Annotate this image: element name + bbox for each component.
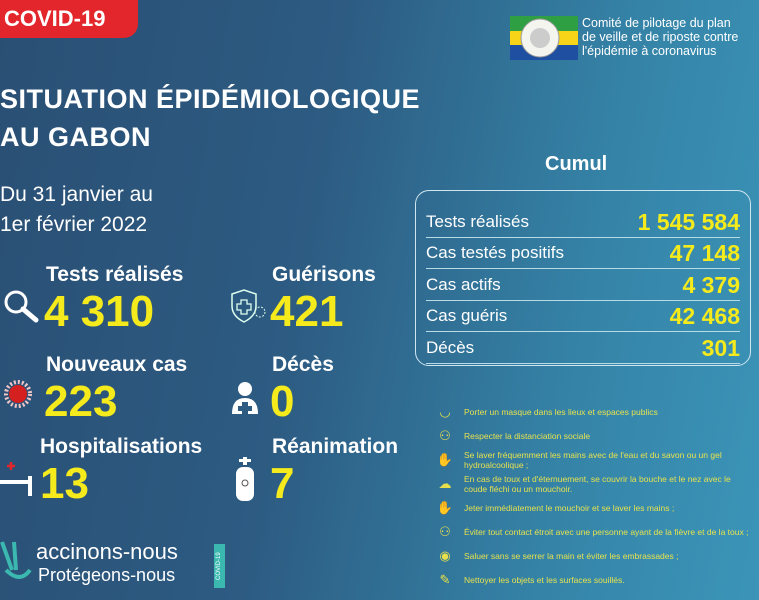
list-item: ◡ Porter un masque dans les lieux et espa… <box>436 400 756 424</box>
slogan-line2: Protégeons-nous <box>38 565 176 585</box>
hospital-bed-icon <box>0 462 32 496</box>
date-line: Du 31 janvier au <box>0 183 153 206</box>
table-row: Cas guéris 42 468 <box>426 301 740 332</box>
committee-line: l'épidémie à coronavirus <box>582 44 717 58</box>
tip-text: En cas de toux et d'éternuement, se couv… <box>464 474 731 494</box>
date-range: Du 31 janvier au 1er février 2022 <box>0 180 153 240</box>
row-value: 47 148 <box>669 239 740 266</box>
handwash-icon: ✋ <box>436 500 454 515</box>
distance-icon: ⚇ <box>439 524 451 539</box>
stat-label-deaths: Décès <box>272 353 334 376</box>
row-label: Décès <box>426 338 475 357</box>
victory-hand-icon <box>0 541 32 579</box>
title-line: SITUATION ÉPIDÉMIOLOGIQUE <box>0 84 421 114</box>
stat-value-new-cases: 223 <box>44 377 118 426</box>
tip-text: Porter un masque dans les lieux et espac… <box>464 407 658 417</box>
table-row: Tests réalisés 1 545 584 <box>426 207 740 238</box>
virus-icon <box>4 380 32 408</box>
stat-value-recoveries: 421 <box>270 287 344 336</box>
tip-text: Jeter immédiatement le mouchoir et se la… <box>464 503 675 513</box>
list-item: ◉ Saluer sans se serrer la main et éviter… <box>436 544 756 568</box>
tip-text: Nettoyer les objets et les surfaces soui… <box>464 575 625 585</box>
cough-icon: ☁ <box>438 476 452 491</box>
page-title: SITUATION ÉPIDÉMIOLOGIQUE AU GABON <box>0 80 420 156</box>
row-value: 42 468 <box>669 302 740 329</box>
slogan-line1: accinons-nous <box>36 539 178 564</box>
stat-value-tests: 4 310 <box>44 287 155 336</box>
row-label: Tests réalisés <box>426 212 529 231</box>
stat-label-hospitalisations: Hospitalisations <box>40 435 203 458</box>
stat-value-deaths: 0 <box>270 377 295 426</box>
greeting-icon: ◉ <box>439 548 451 563</box>
prevention-tips: ◡ Porter un masque dans les lieux et espa… <box>436 400 756 592</box>
list-item: ✋ Jeter immédiatement le mouchoir et se l… <box>436 496 756 520</box>
stat-value-icu: 7 <box>270 459 295 508</box>
stat-label-new-cases: Nouveaux cas <box>46 353 188 376</box>
gabon-flag-logo <box>510 16 578 60</box>
tip-text: Se laver fréquemment les mains avec de l… <box>464 450 722 470</box>
row-value: 301 <box>701 334 740 361</box>
committee-line: de veille et de riposte contre <box>582 30 739 44</box>
cumul-table: Tests réalisés 1 545 584 Cas testés posit… <box>415 190 751 366</box>
stat-label-recoveries: Guérisons <box>272 263 376 286</box>
table-row: Décès 301 <box>426 333 740 364</box>
table-row: Cas actifs 4 379 <box>426 270 740 301</box>
handwash-icon: ✋ <box>436 452 454 467</box>
covid-tag: COVID-19 <box>214 544 225 588</box>
list-item: ✋ Se laver fréquemment les mains avec de … <box>436 448 756 472</box>
list-item: ⚇ Éviter tout contact étroit avec une per… <box>436 520 756 544</box>
mask-icon: ◡ <box>439 404 451 419</box>
shield-cross-icon <box>231 289 266 323</box>
date-line: 1er février 2022 <box>0 213 148 236</box>
stat-label-tests: Tests réalisés <box>46 263 184 286</box>
tip-text: Respecter la distanciation sociale <box>464 431 591 441</box>
committee-name: Comité de pilotage du plan de veille et … <box>582 16 738 58</box>
row-label: Cas guéris <box>426 306 508 325</box>
cumul-title: Cumul <box>545 153 608 175</box>
table-row: Cas testés positifs 47 148 <box>426 238 740 269</box>
list-item: ✎ Nettoyer les objets et les surfaces sou… <box>436 568 756 592</box>
stat-value-hospitalisations: 13 <box>40 459 89 508</box>
distance-icon: ⚇ <box>439 428 451 443</box>
person-cross-icon <box>232 382 258 414</box>
list-item: ☁ En cas de toux et d'éternuement, se cou… <box>436 472 756 496</box>
row-value: 4 379 <box>682 271 740 298</box>
row-label: Cas testés positifs <box>426 243 564 262</box>
stat-label-icu: Réanimation <box>272 435 399 458</box>
title-line: AU GABON <box>0 122 151 152</box>
magnifier-icon <box>4 290 39 323</box>
row-label: Cas actifs <box>426 275 501 294</box>
oxygen-tank-icon <box>236 457 254 501</box>
committee-line: Comité de pilotage du plan <box>582 16 731 30</box>
covid-badge: COVID-19 <box>0 0 138 38</box>
cleaning-icon: ✎ <box>439 572 451 587</box>
list-item: ⚇ Respecter la distanciation sociale <box>436 424 756 448</box>
tip-text: Éviter tout contact étroit avec une pers… <box>464 527 749 537</box>
row-value: 1 545 584 <box>637 208 740 235</box>
tip-text: Saluer sans se serrer la main et éviter … <box>464 551 679 561</box>
